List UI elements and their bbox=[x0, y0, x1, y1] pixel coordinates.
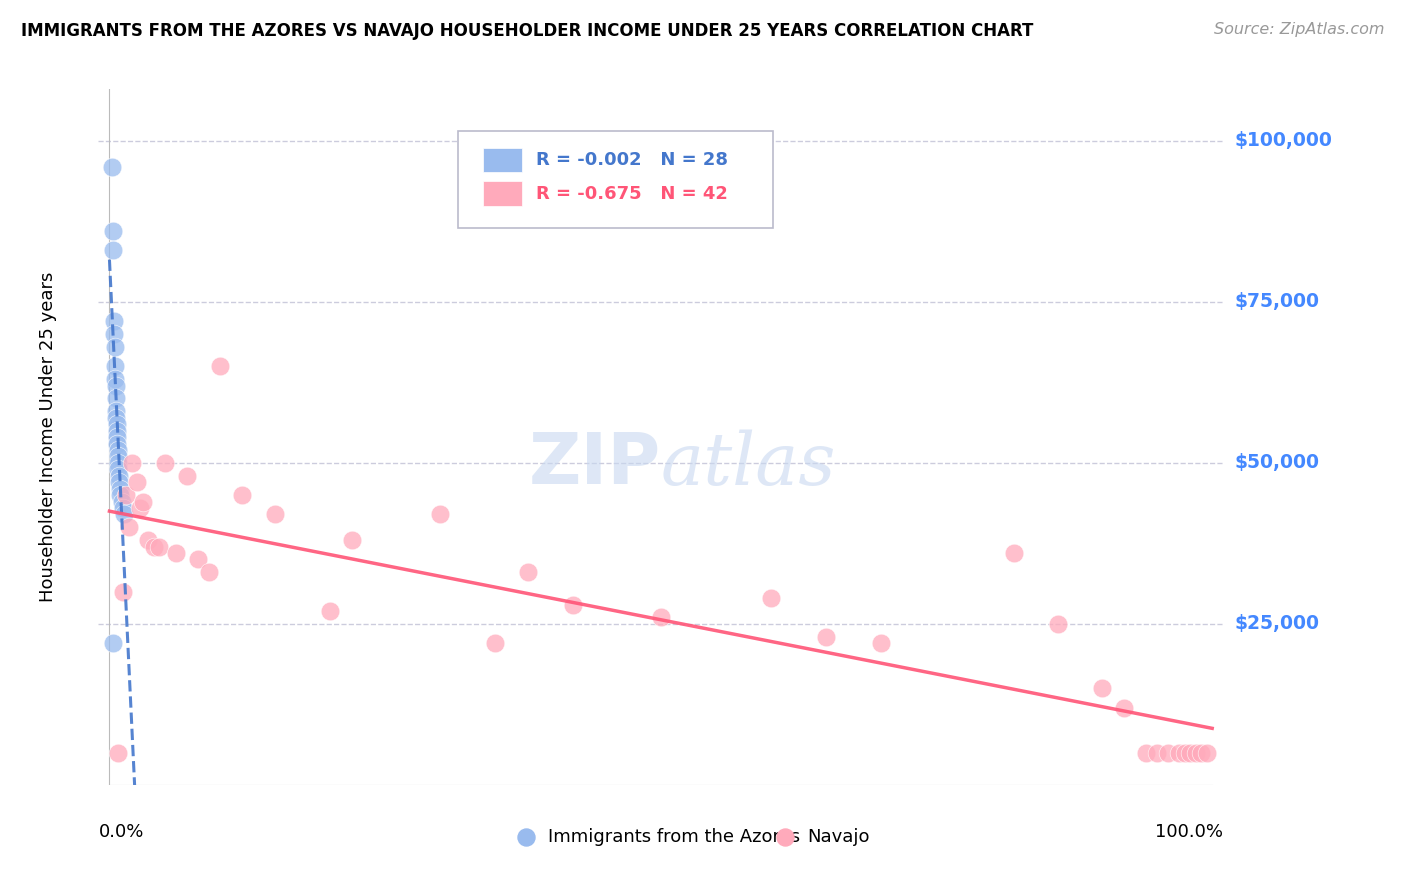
Point bbox=[197, 566, 219, 580]
Point bbox=[319, 604, 342, 618]
Text: $50,000: $50,000 bbox=[1234, 453, 1319, 473]
Point bbox=[105, 392, 128, 406]
Point bbox=[759, 591, 782, 606]
Point bbox=[517, 778, 540, 792]
Point bbox=[1091, 681, 1114, 696]
Text: $75,000: $75,000 bbox=[1234, 293, 1319, 311]
Point bbox=[1195, 746, 1218, 760]
Point bbox=[1046, 616, 1069, 631]
Point bbox=[1002, 546, 1025, 560]
Point bbox=[103, 326, 125, 341]
Point bbox=[770, 778, 793, 792]
Point bbox=[105, 424, 128, 438]
Text: $100,000: $100,000 bbox=[1234, 131, 1333, 150]
Point bbox=[104, 372, 127, 386]
Point bbox=[870, 636, 893, 650]
Point bbox=[561, 598, 583, 612]
Point bbox=[104, 359, 127, 374]
FancyBboxPatch shape bbox=[484, 181, 523, 206]
Point bbox=[118, 520, 141, 534]
Point bbox=[1135, 746, 1157, 760]
Point bbox=[100, 160, 122, 174]
Point bbox=[107, 456, 129, 470]
Point bbox=[111, 584, 134, 599]
Point bbox=[263, 508, 285, 522]
Point bbox=[1189, 746, 1212, 760]
Point bbox=[815, 630, 838, 644]
Point bbox=[115, 488, 138, 502]
FancyBboxPatch shape bbox=[458, 131, 773, 228]
Point bbox=[108, 475, 131, 490]
Text: 100.0%: 100.0% bbox=[1156, 823, 1223, 841]
Text: 0.0%: 0.0% bbox=[98, 823, 143, 841]
Point bbox=[105, 378, 128, 392]
Point bbox=[121, 456, 143, 470]
Point bbox=[103, 314, 125, 328]
Text: R = -0.675   N = 42: R = -0.675 N = 42 bbox=[536, 185, 728, 202]
Text: Source: ZipAtlas.com: Source: ZipAtlas.com bbox=[1215, 22, 1385, 37]
Point bbox=[131, 494, 153, 508]
Text: $25,000: $25,000 bbox=[1234, 615, 1319, 633]
Point bbox=[129, 500, 152, 515]
Point bbox=[484, 636, 506, 650]
Point bbox=[650, 610, 672, 624]
Text: IMMIGRANTS FROM THE AZORES VS NAVAJO HOUSEHOLDER INCOME UNDER 25 YEARS CORRELATI: IMMIGRANTS FROM THE AZORES VS NAVAJO HOU… bbox=[21, 22, 1033, 40]
Point bbox=[101, 224, 124, 238]
Point bbox=[108, 468, 131, 483]
Text: Immigrants from the Azores: Immigrants from the Azores bbox=[548, 828, 800, 847]
Point bbox=[176, 468, 198, 483]
Point bbox=[105, 430, 128, 444]
Point bbox=[107, 746, 129, 760]
Point bbox=[101, 636, 124, 650]
Point bbox=[136, 533, 159, 548]
Point bbox=[1112, 700, 1135, 714]
Point bbox=[208, 359, 231, 374]
Point bbox=[165, 546, 187, 560]
Point bbox=[105, 436, 128, 450]
Point bbox=[107, 450, 129, 464]
Point bbox=[517, 566, 540, 580]
Point bbox=[1168, 746, 1191, 760]
Point bbox=[340, 533, 363, 548]
Point bbox=[110, 488, 132, 502]
Point bbox=[105, 404, 128, 418]
Point bbox=[105, 410, 128, 425]
Point bbox=[101, 244, 124, 258]
Point bbox=[429, 508, 451, 522]
Point bbox=[107, 442, 129, 457]
Text: Navajo: Navajo bbox=[807, 828, 869, 847]
Point bbox=[107, 462, 129, 476]
Point bbox=[110, 494, 132, 508]
Point bbox=[1146, 746, 1168, 760]
Point bbox=[231, 488, 253, 502]
Point bbox=[110, 482, 132, 496]
Text: atlas: atlas bbox=[661, 430, 837, 500]
Point bbox=[111, 500, 134, 515]
Point bbox=[153, 456, 176, 470]
Point bbox=[1174, 746, 1197, 760]
Point bbox=[148, 540, 170, 554]
Point bbox=[1157, 746, 1180, 760]
Point bbox=[125, 475, 148, 490]
Text: R = -0.002   N = 28: R = -0.002 N = 28 bbox=[536, 151, 728, 169]
FancyBboxPatch shape bbox=[484, 148, 523, 172]
Point bbox=[112, 508, 135, 522]
Text: ZIP: ZIP bbox=[529, 431, 661, 500]
Point bbox=[104, 340, 127, 354]
Point bbox=[142, 540, 165, 554]
Point bbox=[105, 417, 128, 432]
Text: Householder Income Under 25 years: Householder Income Under 25 years bbox=[39, 272, 56, 602]
Point bbox=[1178, 746, 1201, 760]
Point bbox=[1184, 746, 1206, 760]
Point bbox=[187, 552, 209, 566]
